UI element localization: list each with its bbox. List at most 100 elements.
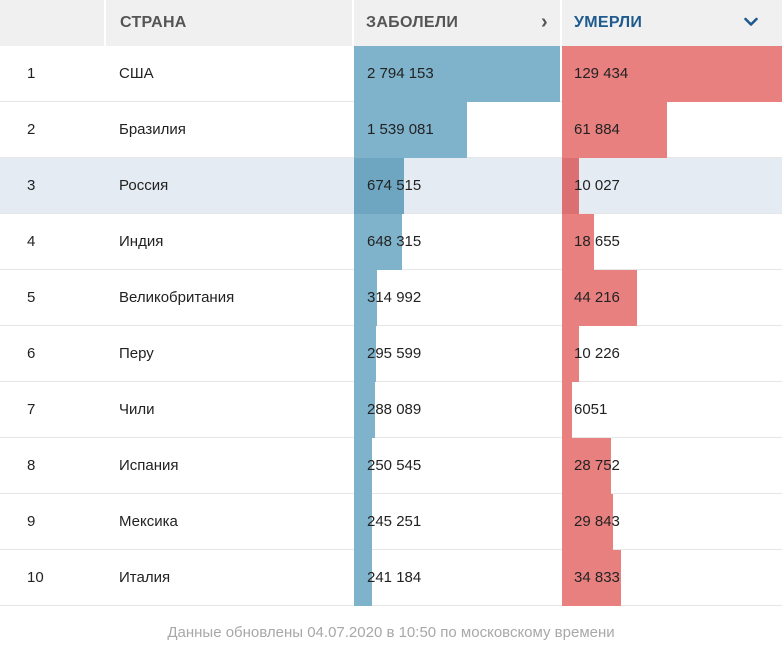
header-deaths[interactable]: УМЕРЛИ	[562, 0, 782, 46]
country-cell: Бразилия	[119, 121, 186, 138]
table-row: 5 Великобритания 314 992 44 216	[0, 270, 782, 326]
deaths-value: 18 655	[574, 233, 620, 250]
deaths-bar	[562, 102, 667, 158]
rank-cell: 5	[27, 289, 36, 306]
deaths-cell: 61 884	[562, 102, 782, 158]
deaths-bar	[562, 326, 579, 382]
cases-bar	[354, 214, 402, 270]
cases-cell: 288 089	[354, 382, 560, 438]
country-cell: Мексика	[119, 513, 178, 530]
deaths-value: 61 884	[574, 121, 620, 138]
rank-cell: 1	[27, 65, 36, 82]
cases-bar	[354, 326, 376, 382]
rank-cell: 2	[27, 121, 36, 138]
country-cell: Великобритания	[119, 289, 235, 306]
table-row: 2 Бразилия 1 539 081 61 884	[0, 102, 782, 158]
country-cell: США	[119, 65, 154, 82]
cases-bar	[354, 270, 377, 326]
cases-cell: 241 184	[354, 550, 560, 606]
deaths-cell: 44 216	[562, 270, 782, 326]
deaths-cell: 10 226	[562, 326, 782, 382]
deaths-bar	[562, 550, 621, 606]
cases-value: 2 794 153	[367, 65, 434, 82]
deaths-value: 6051	[574, 401, 608, 418]
rank-cell: 4	[27, 233, 36, 250]
deaths-bar	[562, 270, 637, 326]
table-row: 9 Мексика 245 251 29 843	[0, 494, 782, 550]
header-rank	[0, 0, 104, 46]
deaths-value: 44 216	[574, 289, 620, 306]
cases-bar	[354, 494, 372, 550]
deaths-value: 129 434	[574, 65, 629, 82]
cases-value: 648 315	[367, 233, 422, 250]
cases-value: 245 251	[367, 513, 422, 530]
header-country[interactable]: СТРАНА	[106, 0, 352, 46]
table-row: 8 Испания 250 545 28 752	[0, 438, 782, 494]
cases-bar	[354, 382, 375, 438]
deaths-bar	[562, 382, 572, 438]
deaths-cell: 29 843	[562, 494, 782, 550]
cases-value: 295 599	[367, 345, 422, 362]
deaths-cell: 129 434	[562, 46, 782, 102]
header-country-label: СТРАНА	[120, 14, 187, 31]
cases-bar	[354, 158, 404, 214]
cases-cell: 648 315	[354, 214, 560, 270]
table-row: 3 Россия 674 515 10 027	[0, 158, 782, 214]
country-cell: Чили	[119, 401, 155, 418]
rank-cell: 6	[27, 345, 36, 362]
deaths-value: 10 226	[574, 345, 620, 362]
rank-cell: 10	[27, 569, 44, 586]
deaths-bar	[562, 158, 579, 214]
deaths-cell: 34 833	[562, 550, 782, 606]
cases-cell: 2 794 153	[354, 46, 560, 102]
deaths-cell: 28 752	[562, 438, 782, 494]
cases-cell: 245 251	[354, 494, 560, 550]
cases-value: 288 089	[367, 401, 422, 418]
cases-cell: 674 515	[354, 158, 560, 214]
deaths-bar	[562, 46, 782, 102]
deaths-bar	[562, 494, 613, 550]
cases-value: 674 515	[367, 177, 422, 194]
deaths-value: 10 027	[574, 177, 620, 194]
covid-table: СТРАНА ЗАБОЛЕЛИ › УМЕРЛИ 1 США 2 794 153 12…	[0, 0, 782, 606]
cases-bar	[354, 438, 372, 494]
country-cell: Индия	[119, 233, 164, 250]
table-row: 1 США 2 794 153 129 434	[0, 46, 782, 102]
rank-cell: 9	[27, 513, 36, 530]
chevron-down-icon[interactable]	[744, 14, 758, 32]
cases-bar	[354, 46, 560, 102]
header-cases-label: ЗАБОЛЕЛИ	[366, 14, 459, 31]
table-row: 7 Чили 288 089 6051	[0, 382, 782, 438]
table-row: 6 Перу 295 599 10 226	[0, 326, 782, 382]
deaths-bar	[562, 214, 594, 270]
rank-cell: 8	[27, 457, 36, 474]
update-note: Данные обновлены 04.07.2020 в 10:50 по м…	[167, 624, 615, 641]
table-row: 10 Италия 241 184 34 833	[0, 550, 782, 606]
country-cell: Россия	[119, 177, 169, 194]
cases-value: 241 184	[367, 569, 422, 586]
cases-value: 250 545	[367, 457, 422, 474]
deaths-cell: 6051	[562, 382, 782, 438]
cases-cell: 295 599	[354, 326, 560, 382]
deaths-value: 29 843	[574, 513, 620, 530]
deaths-cell: 18 655	[562, 214, 782, 270]
deaths-bar	[562, 438, 611, 494]
table-body: 1 США 2 794 153 129 434 2 Бразилия 1 539 081 61…	[0, 46, 782, 606]
table-row: 4 Индия 648 315 18 655	[0, 214, 782, 270]
deaths-value: 28 752	[574, 457, 620, 474]
rank-cell: 7	[27, 401, 36, 418]
table-header: СТРАНА ЗАБОЛЕЛИ › УМЕРЛИ	[0, 0, 782, 46]
cases-value: 314 992	[367, 289, 422, 306]
cases-bar	[354, 550, 372, 606]
cases-cell: 250 545	[354, 438, 560, 494]
country-cell: Перу	[119, 345, 154, 362]
cases-value: 1 539 081	[367, 121, 434, 138]
deaths-cell: 10 027	[562, 158, 782, 214]
country-cell: Италия	[119, 569, 171, 586]
cases-bar	[354, 102, 467, 158]
chevron-right-icon[interactable]: ›	[541, 11, 548, 33]
deaths-value: 34 833	[574, 569, 620, 586]
cases-cell: 1 539 081	[354, 102, 560, 158]
header-cases[interactable]: ЗАБОЛЕЛИ ›	[354, 0, 560, 46]
header-deaths-label: УМЕРЛИ	[574, 14, 643, 31]
